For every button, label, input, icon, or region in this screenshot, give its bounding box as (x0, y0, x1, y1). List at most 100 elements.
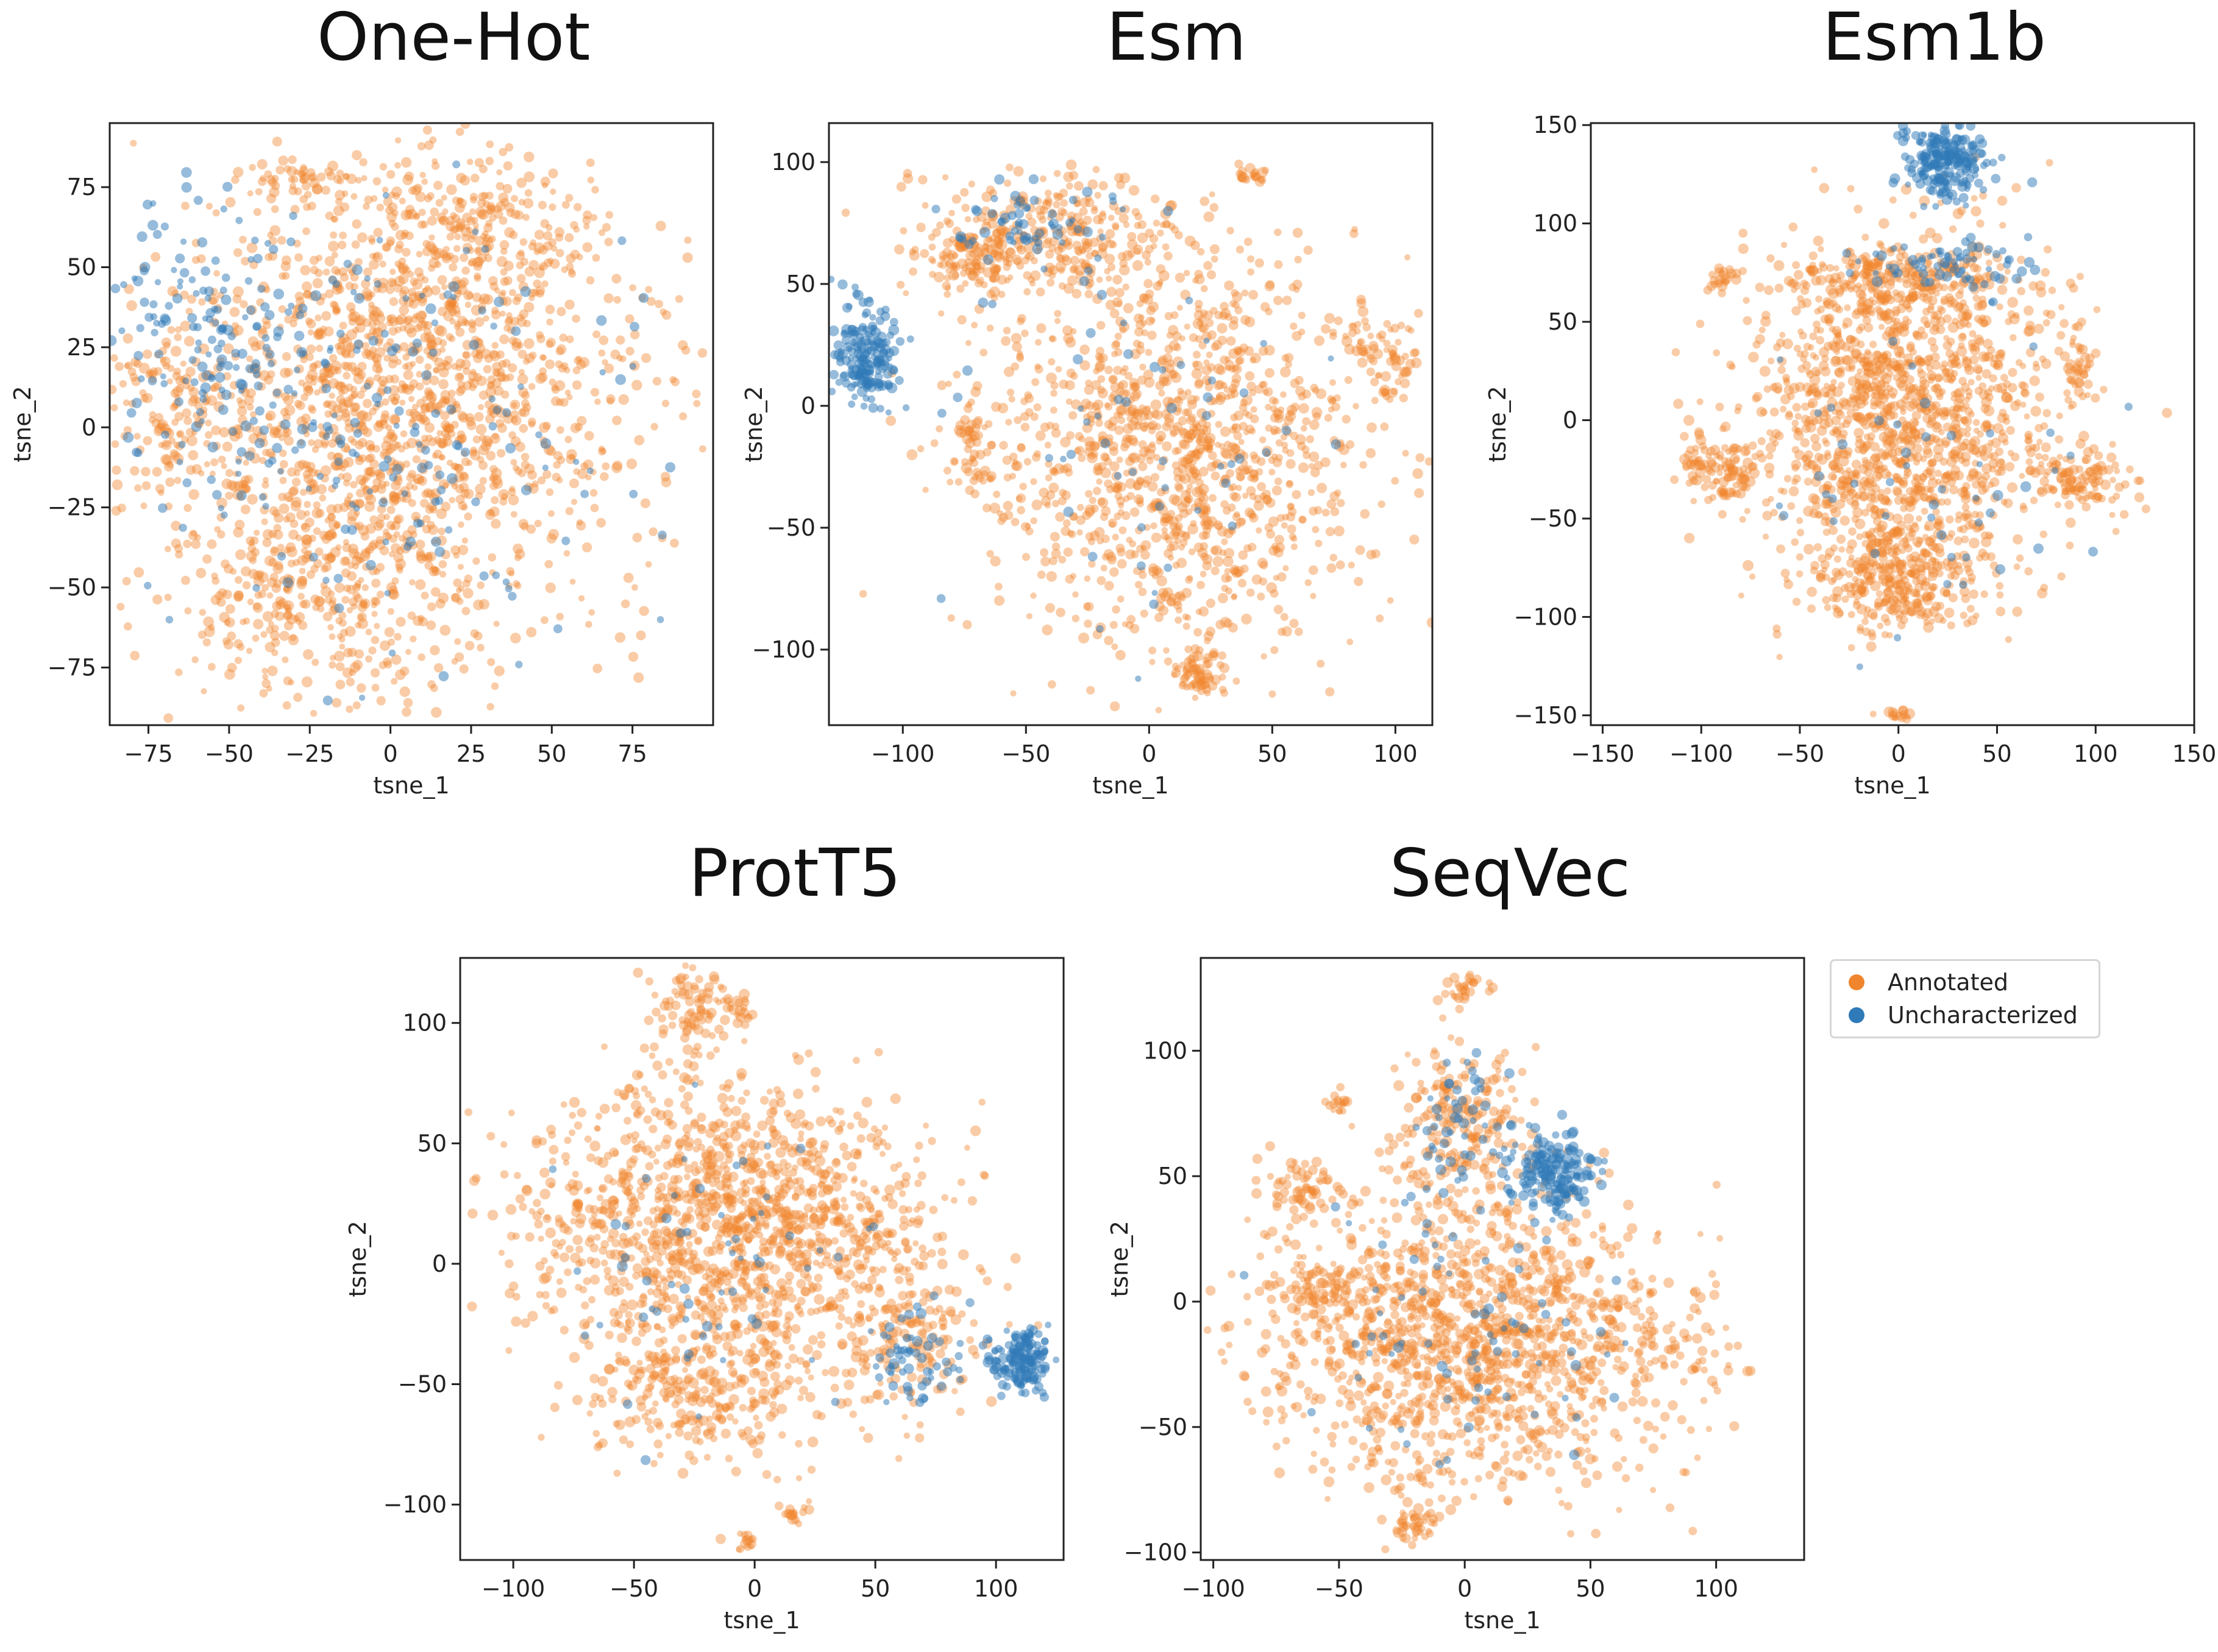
point-annotated (1821, 437, 1829, 444)
point-annotated (336, 381, 346, 392)
point-annotated (371, 684, 380, 692)
point-annotated (133, 433, 141, 440)
point-annotated (1202, 425, 1212, 436)
y-tick-label: −50 (48, 574, 96, 601)
point-annotated (417, 220, 426, 229)
point-annotated (1851, 349, 1861, 360)
point-uncharacterized (889, 346, 900, 356)
point-uncharacterized (171, 267, 177, 274)
point-annotated (1189, 466, 1198, 475)
point-annotated (989, 234, 997, 243)
point-annotated (478, 390, 489, 400)
point-annotated (249, 556, 257, 564)
point-annotated (1201, 676, 1209, 685)
point-annotated (253, 619, 264, 629)
point-annotated (1210, 566, 1220, 576)
point-annotated (371, 611, 378, 617)
point-annotated (458, 585, 464, 592)
point-annotated (453, 301, 459, 308)
point-annotated (515, 251, 525, 261)
point-annotated (1173, 396, 1184, 406)
point-annotated (458, 545, 469, 555)
point-annotated (332, 404, 343, 414)
point-annotated (619, 355, 627, 363)
point-annotated (1405, 359, 1416, 369)
point-annotated (154, 367, 163, 376)
point-uncharacterized (847, 355, 855, 361)
point-uncharacterized (416, 519, 424, 527)
point-annotated (631, 380, 642, 391)
point-annotated (1087, 537, 1095, 545)
point-annotated (1174, 665, 1182, 673)
point-annotated (1202, 660, 1211, 669)
point-annotated (459, 482, 469, 492)
point-annotated (545, 582, 556, 594)
point-annotated (1803, 342, 1811, 351)
point-annotated (1091, 402, 1100, 411)
point-uncharacterized (285, 308, 293, 316)
point-annotated (1317, 659, 1325, 668)
point-annotated (191, 464, 202, 475)
point-annotated (270, 426, 280, 436)
point-annotated (1399, 366, 1410, 377)
point-annotated (1216, 661, 1225, 669)
point-annotated (1290, 535, 1298, 542)
point-annotated (1012, 341, 1022, 352)
point-annotated (1307, 489, 1315, 496)
point-annotated (1816, 425, 1827, 436)
point-annotated (461, 537, 468, 544)
point-annotated (965, 250, 976, 261)
point-annotated (388, 589, 400, 600)
title-seqvec: SeqVec (1390, 835, 1630, 912)
point-annotated (1270, 428, 1278, 436)
point-annotated (477, 209, 487, 219)
point-annotated (346, 678, 355, 687)
point-annotated (999, 441, 1008, 450)
point-annotated (1830, 341, 1841, 353)
point-annotated (1226, 227, 1234, 235)
point-annotated (566, 335, 574, 344)
point-annotated (1847, 489, 1857, 499)
point-annotated (346, 607, 354, 614)
point-annotated (428, 566, 439, 576)
point-annotated (424, 389, 435, 400)
point-annotated (1280, 434, 1287, 441)
point-annotated (1127, 249, 1136, 258)
point-annotated (278, 492, 287, 502)
point-annotated (1207, 462, 1217, 472)
point-annotated (411, 279, 423, 290)
point-annotated (1268, 690, 1276, 698)
point-annotated (1189, 467, 1197, 475)
point-uncharacterized (979, 227, 990, 238)
point-annotated (930, 258, 937, 264)
point-uncharacterized (446, 473, 458, 484)
point-uncharacterized (296, 439, 307, 449)
point-uncharacterized (194, 346, 202, 354)
point-annotated (404, 171, 414, 182)
point-annotated (399, 399, 406, 406)
point-annotated (269, 427, 280, 439)
point-annotated (339, 321, 347, 330)
point-uncharacterized (969, 236, 977, 245)
point-annotated (1040, 556, 1051, 567)
point-annotated (583, 210, 592, 220)
point-annotated (1048, 358, 1056, 366)
point-annotated (1356, 298, 1367, 308)
point-annotated (466, 292, 474, 300)
point-annotated (359, 478, 366, 486)
point-annotated (670, 539, 679, 548)
point-annotated (1195, 300, 1203, 308)
point-annotated (369, 352, 377, 359)
point-annotated (299, 174, 310, 184)
point-annotated (1799, 331, 1807, 340)
point-annotated (1932, 411, 1940, 419)
point-annotated (182, 382, 190, 389)
point-annotated (1251, 454, 1260, 464)
point-annotated (157, 421, 166, 431)
point-annotated (1100, 512, 1109, 521)
point-annotated (309, 255, 319, 265)
point-annotated (1045, 460, 1053, 468)
point-annotated (436, 430, 443, 437)
point-annotated (1006, 388, 1015, 396)
point-annotated (646, 297, 656, 306)
